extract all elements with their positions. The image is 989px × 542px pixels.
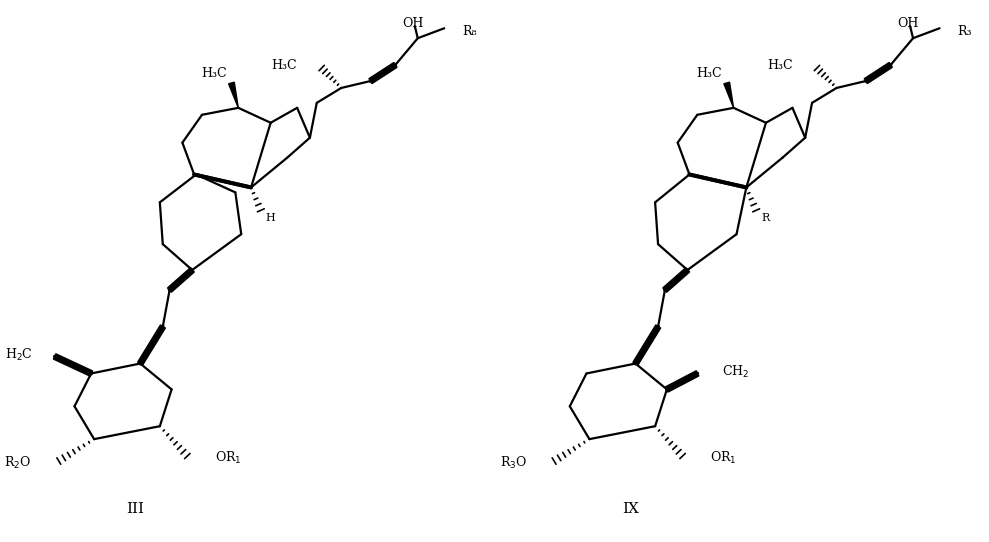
- Text: H: H: [266, 213, 276, 223]
- Text: OH: OH: [403, 17, 423, 30]
- Text: IX: IX: [622, 502, 639, 516]
- Text: R₈: R₈: [462, 25, 477, 38]
- Text: H₃C: H₃C: [272, 59, 297, 72]
- Text: H₃C: H₃C: [696, 67, 722, 80]
- Text: R$_2$O: R$_2$O: [4, 455, 32, 471]
- Text: OR$_1$: OR$_1$: [215, 450, 241, 466]
- Text: H$_2$C: H$_2$C: [6, 346, 34, 363]
- Polygon shape: [228, 82, 238, 108]
- Text: H₃C: H₃C: [766, 59, 792, 72]
- Text: R$_3$O: R$_3$O: [499, 455, 526, 471]
- Text: OH: OH: [897, 17, 919, 30]
- Text: H₃C: H₃C: [201, 67, 226, 80]
- Polygon shape: [724, 82, 734, 108]
- Text: OR$_1$: OR$_1$: [710, 450, 737, 466]
- Text: R: R: [762, 213, 769, 223]
- Text: III: III: [127, 502, 144, 516]
- Text: R₃: R₃: [957, 25, 972, 38]
- Text: CH$_2$: CH$_2$: [722, 364, 749, 379]
